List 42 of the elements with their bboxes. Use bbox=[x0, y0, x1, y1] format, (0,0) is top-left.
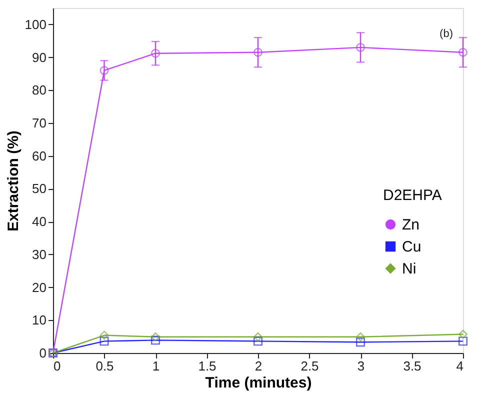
point bbox=[151, 336, 160, 345]
y-tick-label: 40 bbox=[32, 214, 46, 230]
point bbox=[100, 330, 109, 340]
annotation: (b) bbox=[440, 28, 453, 40]
point bbox=[100, 336, 109, 346]
y-tick-label: 30 bbox=[32, 246, 46, 262]
y-tick-label: 80 bbox=[32, 82, 46, 98]
legend-label: Cu bbox=[402, 238, 422, 256]
legend-title: D2EHPA bbox=[383, 187, 442, 204]
x-tick-label: 3.5 bbox=[403, 358, 422, 374]
x-tick-label: 0.5 bbox=[96, 358, 114, 374]
point bbox=[151, 332, 160, 342]
legend-label: Zn bbox=[402, 216, 420, 234]
point bbox=[254, 336, 262, 346]
point bbox=[356, 332, 365, 342]
point bbox=[356, 42, 365, 52]
point bbox=[458, 48, 468, 57]
y-tick-label: 20 bbox=[32, 280, 46, 295]
y-tick-label: 70 bbox=[32, 116, 46, 130]
point bbox=[458, 336, 468, 346]
x-tick-label: 4 bbox=[456, 358, 464, 374]
legend-label: Ni bbox=[402, 260, 416, 278]
y-tick-label: 90 bbox=[32, 50, 46, 65]
x-tick-label: 2 bbox=[254, 358, 262, 374]
x-tick-label: 1.5 bbox=[198, 358, 216, 374]
point bbox=[254, 332, 262, 342]
point bbox=[151, 48, 160, 58]
y-axis-title: Extraction (%) bbox=[4, 130, 22, 232]
point bbox=[356, 338, 365, 347]
x-tick-label: 2.5 bbox=[300, 358, 319, 374]
x-tick-label: 1 bbox=[152, 358, 160, 374]
y-tick-label: 100 bbox=[24, 16, 46, 32]
x-tick-label: 3 bbox=[357, 358, 365, 374]
y-tick-label: 0 bbox=[39, 346, 46, 360]
y-tick-label: 10 bbox=[32, 312, 46, 328]
point bbox=[100, 66, 109, 75]
point bbox=[254, 48, 262, 57]
x-axis-title: Time (minutes) bbox=[205, 374, 312, 392]
y-tick-label: 50 bbox=[32, 181, 46, 196]
x-tick-label: 0 bbox=[54, 358, 61, 374]
y-tick-label: 60 bbox=[32, 148, 46, 164]
point bbox=[458, 330, 468, 339]
